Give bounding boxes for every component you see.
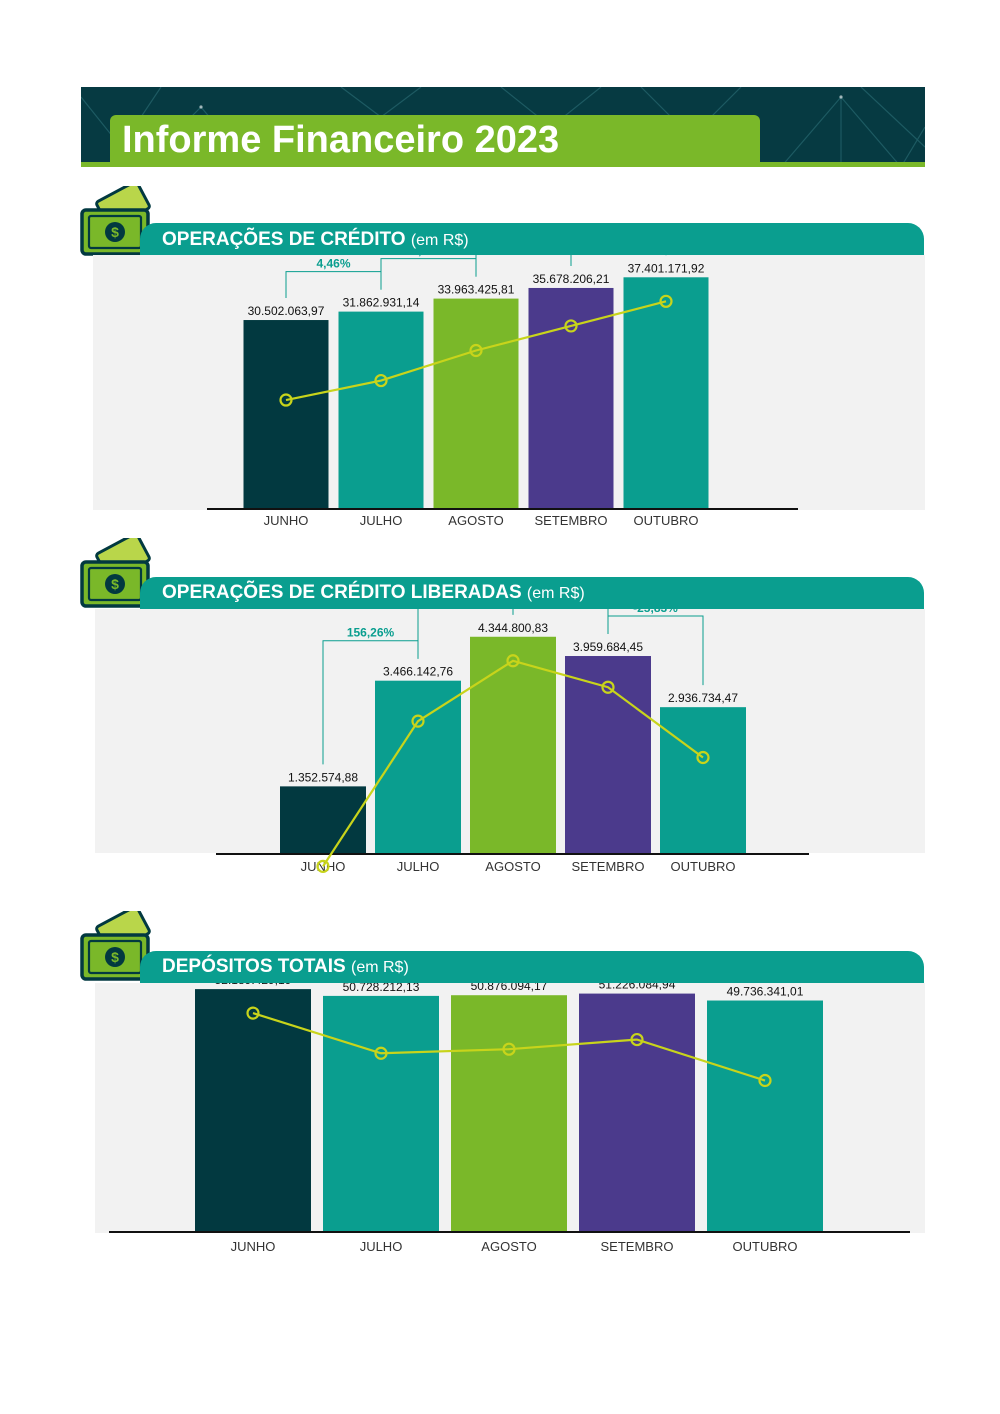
section-header-depositos bbox=[140, 951, 924, 983]
category-label: JULHO bbox=[360, 1239, 403, 1254]
category-label: JULHO bbox=[360, 513, 403, 528]
svg-text:$: $ bbox=[111, 224, 119, 240]
value-label: 33.963.425,81 bbox=[438, 283, 515, 297]
bar-setembro bbox=[579, 993, 695, 1232]
trend-point bbox=[374, 373, 388, 388]
trend-point bbox=[696, 750, 710, 765]
money-bag-icon: $ bbox=[76, 532, 156, 610]
bar-junho bbox=[243, 320, 329, 509]
trend-point bbox=[659, 294, 673, 308]
category-label: JUNHO bbox=[231, 1239, 276, 1254]
value-label: 1.352.574,88 bbox=[288, 770, 358, 784]
category-label: SETEMBRO bbox=[535, 513, 608, 528]
svg-text:$: $ bbox=[111, 576, 119, 592]
trend-point bbox=[279, 393, 293, 407]
section-title-depositos: DEPÓSITOS TOTAIS (em R$) bbox=[162, 951, 409, 984]
banner-pattern bbox=[81, 87, 925, 167]
section-header-credito bbox=[140, 223, 924, 255]
trend-point bbox=[469, 343, 483, 358]
category-label: JUNHO bbox=[264, 513, 309, 528]
category-label: JUNHO bbox=[301, 859, 346, 874]
chart-depositos-totais: 52.189.429,19 JUNHO 50.728.212,13 JULHO 50.8… bbox=[95, 983, 925, 1254]
trend-point bbox=[316, 859, 330, 873]
bar-junho bbox=[195, 989, 311, 1232]
money-bag-icon: $ bbox=[76, 180, 156, 258]
section-title-liberadas: OPERAÇÕES DE CRÉDITO LIBERADAS (em R$) bbox=[162, 577, 585, 610]
value-label: 4.344.800,83 bbox=[478, 621, 548, 635]
bar-agosto bbox=[451, 995, 567, 1232]
value-label: 50.728.212,13 bbox=[343, 983, 420, 994]
value-label: 49.736.341,01 bbox=[727, 985, 804, 999]
bar-julho bbox=[323, 995, 439, 1232]
value-label: 2.936.734,47 bbox=[668, 691, 738, 705]
category-label: OUTUBRO bbox=[671, 859, 736, 874]
category-label: AGOSTO bbox=[485, 859, 540, 874]
bar-julho bbox=[375, 680, 461, 854]
change-bracket bbox=[607, 615, 704, 686]
chart-credito-liberadas: 1.352.574,88 JUNHO 3.466.142,76 JULHO 4.344.… bbox=[95, 609, 925, 874]
trend-point bbox=[502, 1042, 516, 1056]
value-label: 37.401.171,92 bbox=[628, 261, 705, 275]
svg-text:$: $ bbox=[111, 949, 119, 965]
section-title-text: DEPÓSITOS TOTAIS bbox=[162, 956, 346, 977]
category-label: AGOSTO bbox=[481, 1239, 536, 1254]
value-label: 50.876.094,17 bbox=[471, 983, 548, 993]
bar-setembro bbox=[565, 656, 651, 854]
category-label: JULHO bbox=[397, 859, 440, 874]
value-label: 31.862.931,14 bbox=[343, 296, 420, 310]
change-bracket bbox=[417, 609, 514, 659]
section-unit: (em R$) bbox=[526, 585, 585, 602]
trend-point bbox=[411, 714, 425, 728]
change-label: 156,26% bbox=[347, 626, 395, 640]
value-label: 3.959.684,45 bbox=[573, 640, 643, 654]
category-label: SETEMBRO bbox=[601, 1239, 674, 1254]
trend-point bbox=[246, 1006, 260, 1020]
value-label: 35.678.206,21 bbox=[533, 272, 610, 286]
chart-operacoes-credito: 30.502.063,97 JUNHO 31.862.931,14 JULHO 33.9… bbox=[93, 255, 925, 528]
section-title-text: OPERAÇÕES DE CRÉDITO bbox=[162, 229, 406, 250]
trend-line bbox=[252, 1012, 766, 1082]
category-label: OUTUBRO bbox=[634, 513, 699, 528]
banner-underline bbox=[81, 162, 925, 167]
change-label: 6,59% bbox=[411, 255, 445, 258]
bar-agosto bbox=[470, 636, 556, 854]
value-label: 51.226.084,94 bbox=[599, 983, 676, 992]
category-label: AGOSTO bbox=[448, 513, 503, 528]
trend-line bbox=[285, 300, 667, 402]
value-label: 52.189.429,19 bbox=[215, 983, 292, 987]
section-title-credito: OPERAÇÕES DE CRÉDITO (em R$) bbox=[162, 224, 469, 257]
trend-point bbox=[564, 319, 578, 333]
bar-outubro bbox=[623, 277, 709, 509]
section-unit: (em R$) bbox=[410, 232, 469, 249]
change-bracket bbox=[512, 609, 609, 635]
trend-line bbox=[322, 659, 704, 867]
page-title: Informe Financeiro 2023 bbox=[122, 119, 560, 161]
category-label: OUTUBRO bbox=[733, 1239, 798, 1254]
value-label: 3.466.142,76 bbox=[383, 665, 453, 679]
change-label: -25,83% bbox=[633, 609, 678, 615]
change-label: 4,46% bbox=[316, 257, 350, 271]
money-bag-icon: $ bbox=[76, 905, 156, 983]
trend-point bbox=[630, 1032, 644, 1047]
section-header-liberadas bbox=[140, 577, 924, 609]
title-tab bbox=[110, 115, 760, 167]
trend-point bbox=[374, 1046, 388, 1060]
section-title-text: OPERAÇÕES DE CRÉDITO LIBERADAS bbox=[162, 582, 522, 603]
bar-julho bbox=[338, 311, 424, 509]
value-label: 30.502.063,97 bbox=[248, 304, 325, 318]
bar-agosto bbox=[433, 298, 519, 509]
bar-outubro bbox=[707, 1000, 823, 1232]
trend-point bbox=[758, 1073, 772, 1088]
trend-point bbox=[601, 680, 615, 694]
bar-setembro bbox=[528, 287, 614, 509]
section-unit: (em R$) bbox=[350, 959, 409, 976]
bar-outubro bbox=[660, 707, 746, 854]
bar-junho bbox=[280, 786, 366, 854]
category-label: SETEMBRO bbox=[572, 859, 645, 874]
trend-point bbox=[506, 654, 520, 668]
